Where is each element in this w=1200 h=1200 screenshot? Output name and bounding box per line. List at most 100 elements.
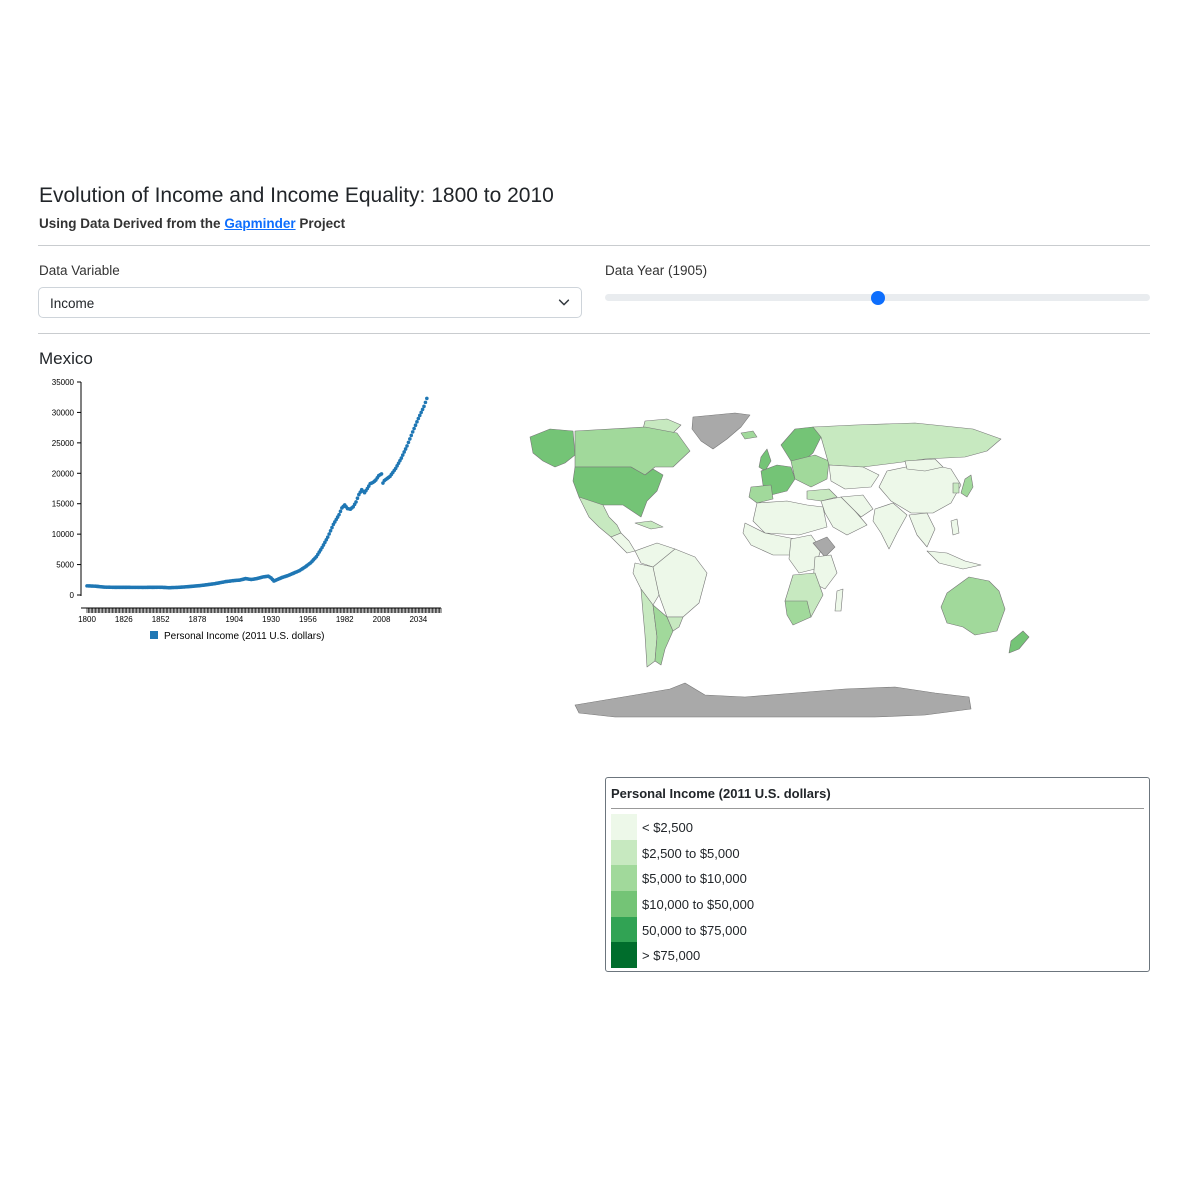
japan-region[interactable] — [960, 474, 974, 498]
legend-item-label: 50,000 to $75,000 — [642, 923, 747, 938]
data-point — [413, 423, 418, 428]
iran-region[interactable] — [840, 494, 874, 518]
data-year-label: Data Year (1905) — [605, 263, 708, 278]
legend-item-label: $5,000 to $10,000 — [642, 871, 747, 886]
y-tick-label: 10000 — [52, 530, 75, 539]
data-year-slider-thumb[interactable] — [870, 291, 885, 305]
income-chart: 0 5000 10000 15000 20000 25000 30000 35000 1800 1… — [52, 378, 442, 642]
data-point — [425, 396, 429, 401]
eastern-europe-region[interactable] — [790, 454, 830, 488]
x-tick-label: 1930 — [262, 615, 280, 624]
data-point — [406, 440, 411, 445]
data-variable-select[interactable]: Income — [38, 287, 582, 318]
x-tick-label: 2034 — [409, 615, 427, 624]
data-point — [399, 456, 404, 460]
legend-swatch — [611, 891, 637, 917]
data-point — [423, 400, 428, 405]
uruguay-region[interactable] — [666, 616, 684, 632]
y-tick-label: 35000 — [52, 378, 75, 387]
legend-item-label: > $75,000 — [642, 948, 701, 963]
legend-swatch — [611, 840, 637, 866]
page-title: Evolution of Income and Income Equality:… — [39, 184, 554, 207]
data-point — [408, 437, 412, 441]
header-divider — [38, 245, 1150, 246]
legend-item-label: < $2,500 — [642, 820, 693, 835]
world-map[interactable] — [495, 405, 1065, 725]
greenland-region[interactable] — [691, 412, 751, 450]
data-point — [405, 444, 409, 448]
turkey-region[interactable] — [806, 488, 838, 502]
x-tick-label: 1878 — [189, 615, 207, 624]
caribbean-region[interactable] — [634, 520, 664, 530]
y-tick-label: 15000 — [52, 500, 75, 509]
data-point — [416, 416, 421, 421]
x-tick-label: 1982 — [336, 615, 354, 624]
data-variable-value: Income — [50, 296, 95, 311]
south-africa-region[interactable] — [784, 600, 812, 626]
india-region[interactable] — [872, 502, 908, 550]
y-tick-label: 5000 — [56, 561, 74, 570]
southeast-asia-region[interactable] — [908, 512, 936, 548]
data-point — [400, 453, 405, 457]
mongolia-region[interactable] — [904, 458, 944, 472]
kazakhstan-region[interactable] — [828, 464, 880, 490]
korea-region[interactable] — [952, 482, 960, 494]
data-point — [419, 410, 423, 415]
subtitle-prefix: Using Data Derived from the — [39, 216, 221, 231]
alaska-region[interactable] — [529, 428, 576, 468]
data-point — [379, 472, 384, 476]
antarctica-region[interactable] — [574, 682, 972, 718]
legend-label: Personal Income (2011 U.S. dollars) — [164, 631, 324, 642]
data-point — [403, 447, 408, 451]
data-point — [410, 430, 415, 434]
data-point — [328, 528, 333, 533]
iceland-region[interactable] — [740, 430, 758, 440]
country-title: Mexico — [39, 349, 93, 368]
gapminder-link[interactable]: Gapminder — [224, 216, 296, 231]
madagascar-region[interactable] — [834, 588, 844, 612]
x-tick-label: 1826 — [115, 615, 133, 624]
north-africa-region[interactable] — [752, 500, 828, 536]
data-point — [402, 450, 406, 454]
data-point — [422, 404, 426, 409]
data-point — [417, 413, 422, 418]
legend-marker — [150, 631, 158, 639]
data-point — [325, 535, 330, 539]
uk-region[interactable] — [758, 448, 772, 472]
data-variable-label: Data Variable — [39, 263, 120, 278]
data-point — [355, 496, 360, 501]
ethiopia-region[interactable] — [812, 536, 836, 558]
legend-swatch — [611, 814, 637, 840]
philippines-region[interactable] — [950, 518, 960, 536]
data-point — [327, 532, 331, 536]
x-tick-label: 1852 — [152, 615, 170, 624]
y-tick-label: 20000 — [52, 469, 75, 478]
x-tick-label: 1956 — [299, 615, 317, 624]
page-subtitle: Using Data Derived from the Gapminder Pr… — [39, 216, 345, 231]
data-point — [420, 407, 425, 412]
data-point — [412, 426, 416, 431]
new-zealand-region[interactable] — [1008, 630, 1030, 654]
x-tick-label: 1800 — [78, 615, 96, 624]
y-tick-label: 25000 — [52, 439, 75, 448]
legend-swatch — [611, 917, 637, 943]
legend-title: Personal Income (2011 U.S. dollars) — [611, 786, 831, 801]
west-africa-region[interactable] — [742, 522, 796, 556]
y-tick-label: 0 — [70, 591, 75, 600]
legend-swatch — [611, 865, 637, 891]
x-tick-label: 2008 — [373, 615, 391, 624]
legend-swatch — [611, 942, 637, 968]
data-point — [354, 500, 358, 504]
chevron-down-icon — [558, 299, 570, 306]
indonesia-region[interactable] — [926, 550, 982, 570]
legend-item-label: $2,500 to $5,000 — [642, 846, 740, 861]
australia-region[interactable] — [940, 576, 1006, 636]
iberia-region[interactable] — [748, 484, 774, 504]
data-point — [330, 525, 334, 530]
controls-divider — [38, 333, 1150, 334]
map-legend: Personal Income (2011 U.S. dollars) < $2… — [605, 777, 1150, 972]
y-tick-label: 30000 — [52, 408, 75, 417]
data-point — [338, 509, 343, 514]
data-point — [409, 433, 414, 438]
legend-divider — [611, 808, 1144, 809]
